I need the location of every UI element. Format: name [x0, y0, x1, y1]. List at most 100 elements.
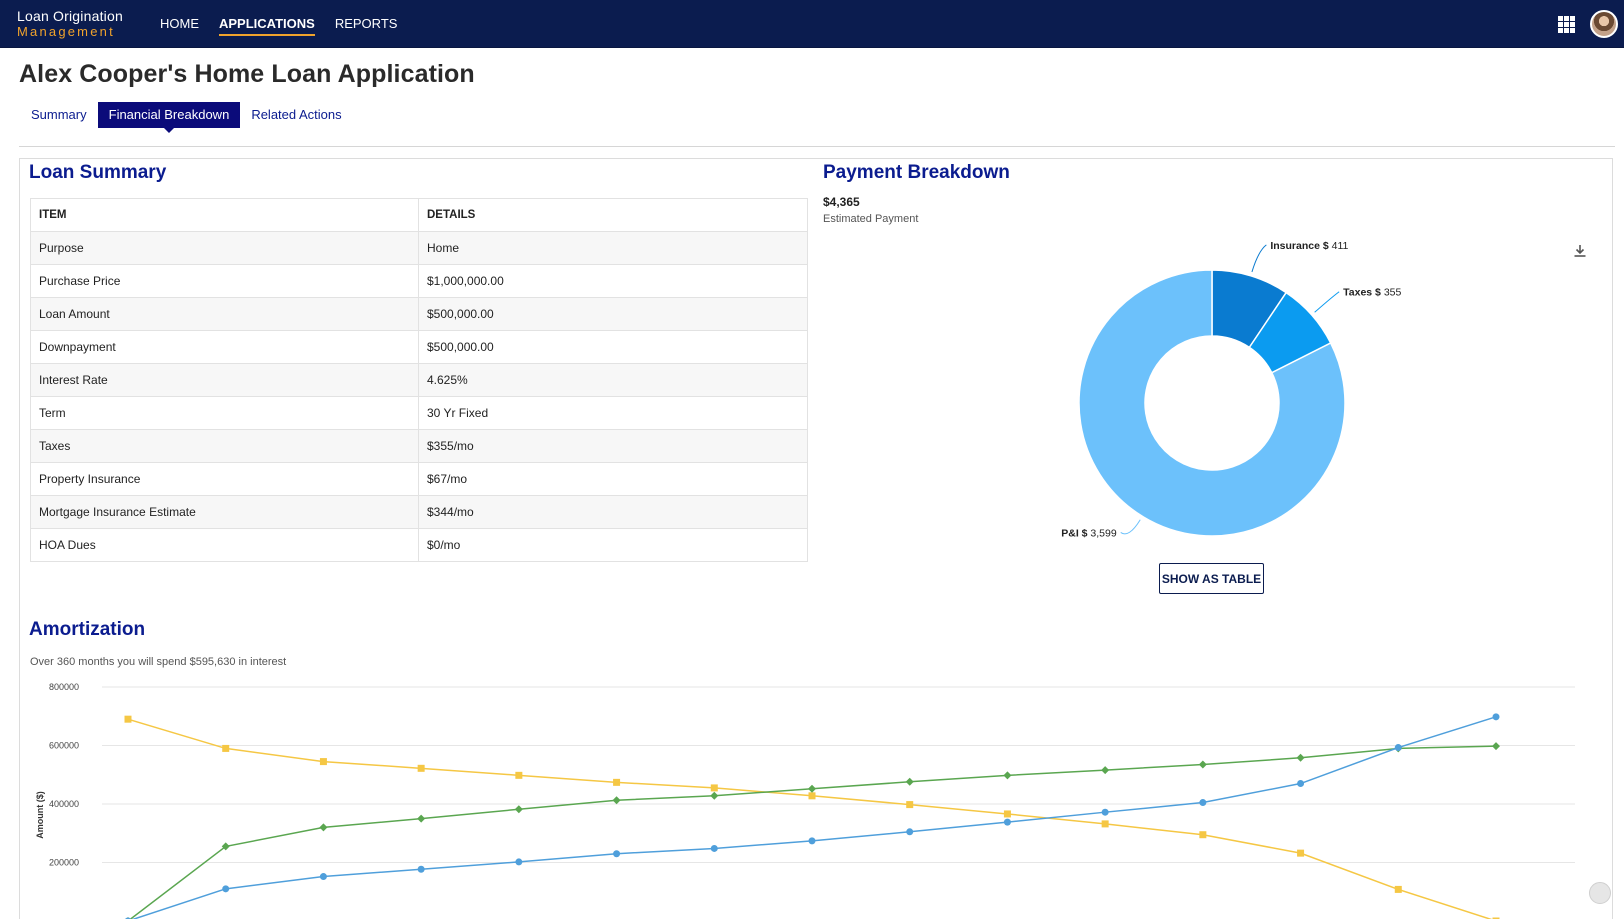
table-row: Term 30 Yr Fixed	[30, 396, 808, 430]
data-point[interactable]	[417, 865, 425, 873]
donut-slice[interactable]	[1078, 269, 1346, 537]
data-point[interactable]	[221, 842, 230, 851]
download-icon[interactable]	[1572, 243, 1588, 259]
details-cell: $1,000,000.00	[418, 264, 808, 298]
nav-home[interactable]: HOME	[160, 16, 199, 31]
item-cell: Term	[30, 396, 419, 430]
item-cell: Taxes	[30, 429, 419, 463]
details-cell: Home	[418, 231, 808, 265]
data-point[interactable]	[124, 715, 132, 723]
show-as-table-button[interactable]: SHOW AS TABLE	[1159, 563, 1264, 594]
data-point[interactable]	[222, 744, 230, 752]
data-point[interactable]	[1199, 799, 1207, 807]
donut-slice-label: P&I $ 3,599	[1061, 527, 1117, 539]
data-point[interactable]	[906, 801, 914, 809]
estimated-payment-label: Estimated Payment	[823, 213, 919, 225]
payment-breakdown-title: Payment Breakdown	[823, 162, 1010, 183]
amortization-title: Amortization	[29, 619, 146, 640]
data-point[interactable]	[319, 873, 327, 881]
series-line	[127, 718, 1493, 919]
logo-line1: Loan Origination	[17, 8, 123, 24]
nav-reports[interactable]: REPORTS	[334, 16, 398, 31]
data-point[interactable]	[1199, 831, 1207, 839]
y-axis-label: Amount ($)	[35, 791, 45, 839]
data-point[interactable]	[515, 858, 523, 866]
data-point[interactable]	[710, 791, 719, 800]
column-header-details: DETAILS	[418, 198, 808, 232]
nav-applications[interactable]: APPLICATIONS	[219, 0, 315, 48]
y-tick-label: 400000	[49, 799, 79, 809]
tab-financial-breakdown[interactable]: Financial Breakdown	[97, 102, 241, 133]
amortization-subtitle: Over 360 months you will spend $595,630 …	[30, 656, 287, 668]
logo-line2: Management	[17, 24, 115, 39]
item-cell: Interest Rate	[30, 363, 419, 397]
tab-related-actions[interactable]: Related Actions	[251, 107, 342, 122]
data-point[interactable]	[1003, 810, 1011, 818]
details-cell: $67/mo	[418, 462, 808, 496]
data-point[interactable]	[222, 885, 230, 893]
series-line	[131, 716, 1497, 919]
table-row: Property Insurance $67/mo	[30, 462, 808, 496]
donut-leader-line	[1120, 519, 1141, 535]
data-point[interactable]	[1296, 753, 1305, 762]
series-line	[129, 745, 1497, 919]
data-point[interactable]	[1492, 742, 1500, 751]
data-point[interactable]	[612, 796, 621, 805]
details-cell: 4.625%	[418, 363, 808, 397]
data-point[interactable]	[417, 814, 426, 823]
cursor-helper-icon[interactable]	[1589, 882, 1611, 904]
data-point[interactable]	[1101, 766, 1110, 775]
data-point[interactable]	[319, 758, 327, 766]
amortization-line-chart: 200000 400000 600000 800000 Amount ($)	[35, 682, 1575, 919]
data-point[interactable]	[906, 828, 914, 836]
data-point[interactable]	[905, 777, 914, 786]
table-row: Taxes $355/mo	[30, 429, 808, 463]
data-point[interactable]	[808, 837, 816, 845]
page-title: Alex Cooper's Home Loan Application	[19, 60, 475, 88]
data-point[interactable]	[515, 771, 523, 779]
loan-summary-table: ITEM DETAILS Purpose Home Purchase Price $…	[30, 198, 808, 562]
data-point[interactable]	[808, 784, 816, 793]
data-point[interactable]	[1492, 713, 1500, 721]
user-avatar[interactable]	[1590, 10, 1618, 38]
data-point[interactable]	[710, 844, 718, 852]
record-tabs: Summary Financial Breakdown Related Acti…	[20, 102, 353, 133]
table-row: Downpayment $500,000.00	[30, 330, 808, 364]
app-grid-icon[interactable]	[1558, 16, 1575, 33]
data-point[interactable]	[1297, 849, 1305, 857]
table-row: Loan Amount $500,000.00	[30, 297, 808, 331]
data-point[interactable]	[1394, 885, 1402, 893]
y-tick-label: 800000	[49, 682, 79, 692]
data-point[interactable]	[613, 850, 621, 858]
data-point[interactable]	[1492, 917, 1500, 919]
details-cell: $500,000.00	[418, 297, 808, 331]
data-point[interactable]	[710, 784, 718, 792]
item-cell: Mortgage Insurance Estimate	[30, 495, 419, 529]
y-tick-label: 600000	[49, 741, 79, 751]
table-row: Purchase Price $1,000,000.00	[30, 264, 808, 298]
estimated-payment-amount: $4,365	[823, 195, 860, 209]
donut-leader-line	[1314, 291, 1340, 313]
details-cell: $0/mo	[418, 528, 808, 562]
data-point[interactable]	[808, 792, 816, 800]
data-point[interactable]	[1394, 744, 1402, 752]
data-point[interactable]	[1101, 820, 1109, 828]
data-point[interactable]	[514, 805, 523, 814]
data-point[interactable]	[1101, 808, 1109, 816]
item-cell: Purpose	[30, 231, 419, 265]
data-point[interactable]	[319, 823, 328, 832]
data-point[interactable]	[417, 764, 425, 772]
data-point[interactable]	[1297, 780, 1305, 788]
data-point[interactable]	[1003, 771, 1012, 780]
item-cell: Downpayment	[30, 330, 419, 364]
app-logo[interactable]: Loan Origination Management	[17, 8, 123, 40]
table-row: HOA Dues $0/mo	[30, 528, 808, 562]
content-panel	[19, 158, 1613, 919]
data-point[interactable]	[1003, 818, 1011, 826]
data-point[interactable]	[613, 778, 621, 786]
data-point[interactable]	[1198, 760, 1207, 769]
item-cell: HOA Dues	[30, 528, 419, 562]
donut-slice-label: Taxes $ 355	[1343, 287, 1401, 299]
item-cell: Purchase Price	[30, 264, 419, 298]
tab-summary[interactable]: Summary	[31, 107, 87, 122]
